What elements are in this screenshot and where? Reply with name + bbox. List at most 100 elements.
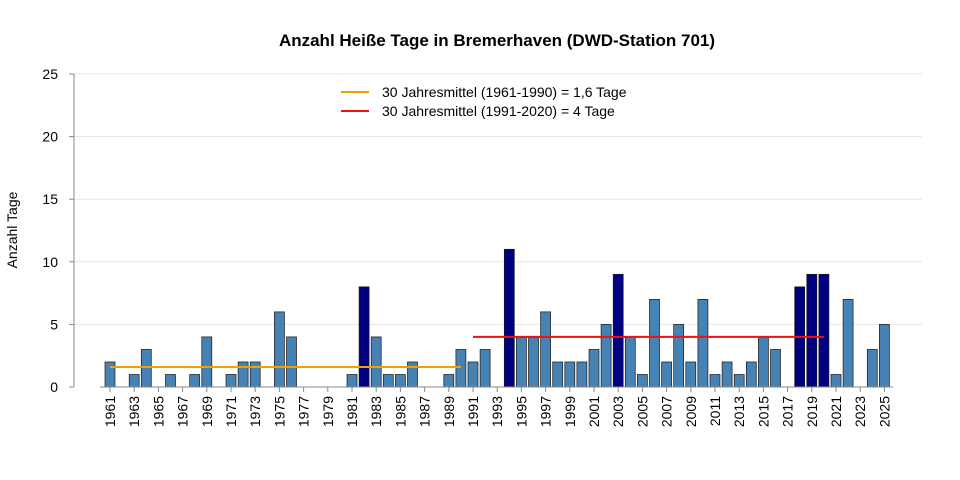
x-tick-label: 2001: [586, 396, 602, 427]
axes: [73, 74, 893, 388]
x-tick-label: 2005: [634, 396, 650, 427]
bar-2022: [842, 299, 854, 388]
x-tick-label: 1999: [562, 396, 578, 427]
bar-1961: [104, 361, 116, 388]
bar-2004: [624, 336, 636, 388]
x-tick-label: 1991: [465, 396, 481, 427]
x-tick-label: 1977: [296, 396, 312, 427]
bar-2024: [866, 349, 878, 388]
bars: [104, 248, 890, 388]
x-ticks: 1961 1963 1965 1967 1969 1971 1973 1975 1977 1979…: [102, 387, 892, 427]
bar-1981: [346, 374, 358, 388]
bar-1975: [274, 311, 285, 388]
bar-1995: [516, 336, 527, 388]
bar-2003: [612, 273, 624, 388]
bar-1976: [286, 336, 297, 388]
reference-lines: [110, 335, 824, 368]
x-tick-label: 1993: [489, 396, 505, 427]
x-tick-label: 2015: [755, 396, 771, 427]
bar-1968: [189, 374, 201, 388]
bar-2015: [758, 336, 769, 388]
bar-2019: [806, 273, 818, 388]
bar-2008: [673, 324, 685, 388]
legend: 30 Jahresmittel (1961-1990) = 1,6 Tage 3…: [341, 84, 627, 119]
x-tick-label: 2013: [731, 396, 747, 427]
x-tick-label: 2023: [852, 396, 868, 427]
x-tick-label: 1973: [247, 396, 263, 427]
x-tick-label: 2011: [707, 396, 723, 426]
x-tick-label: 1979: [320, 396, 336, 427]
bar-1963: [128, 374, 140, 388]
bar-1971: [225, 374, 237, 388]
bar-1996: [528, 336, 539, 388]
y-tick-label: 15: [42, 191, 58, 207]
bar-1998: [552, 361, 564, 388]
legend-label-mean-1961-1990: 30 Jahresmittel (1961-1990) = 1,6 Tage: [382, 84, 627, 100]
y-tick-label: 25: [42, 66, 58, 82]
x-tick-label: 1997: [538, 396, 554, 427]
chart-title: Anzahl Heiße Tage in Bremerhaven (DWD-St…: [279, 31, 715, 50]
bar-1985: [395, 374, 406, 388]
bar-1991: [467, 361, 479, 388]
bar-2002: [600, 324, 612, 388]
bar-2016: [770, 349, 781, 388]
legend-label-mean-1991-2020: 30 Jahresmittel (1991-2020) = 4 Tage: [382, 103, 615, 119]
bar-2009: [685, 361, 697, 388]
bar-2011: [709, 374, 721, 388]
bar-2020: [818, 273, 830, 388]
y-ticks: 0 5 10 15 20 25: [42, 66, 74, 395]
y-tick-label: 20: [42, 129, 58, 145]
bar-1983: [370, 336, 382, 388]
x-tick-label: 1965: [150, 396, 166, 427]
bar-2006: [649, 299, 660, 388]
bar-2010: [697, 299, 709, 388]
x-tick-label: 2007: [659, 396, 675, 427]
y-tick-label: 10: [42, 254, 58, 270]
bar-1964: [140, 349, 152, 388]
bar-1973: [249, 361, 261, 388]
x-tick-label: 1969: [199, 396, 215, 427]
x-tick-label: 1995: [513, 396, 529, 427]
x-tick-label: 1967: [175, 396, 191, 427]
x-tick-label: 1961: [102, 396, 118, 427]
bar-2014: [745, 361, 757, 388]
x-tick-label: 1987: [417, 396, 433, 427]
y-tick-label: 5: [50, 316, 58, 332]
x-tick-label: 2009: [683, 396, 699, 427]
x-tick-label: 1963: [126, 396, 142, 427]
y-axis-label: Anzahl Tage: [4, 191, 20, 268]
gridlines: [74, 73, 922, 325]
bar-1989: [443, 374, 455, 388]
bar-2005: [637, 374, 648, 388]
x-tick-label: 2025: [876, 396, 892, 427]
bar-1982: [358, 286, 370, 388]
bar-2000: [576, 361, 588, 388]
x-tick-label: 2021: [828, 396, 844, 427]
bar-1969: [201, 336, 213, 388]
bar-2001: [588, 349, 600, 388]
x-tick-label: 2019: [804, 396, 820, 427]
bar-1992: [479, 349, 491, 388]
x-tick-label: 1989: [441, 396, 457, 427]
x-tick-label: 1983: [368, 396, 384, 427]
bar-1966: [165, 374, 176, 388]
bar-1999: [564, 361, 576, 388]
x-tick-label: 1971: [223, 396, 239, 427]
bar-1972: [237, 361, 249, 388]
bar-2007: [661, 361, 672, 388]
bar-1984: [382, 374, 394, 388]
x-tick-label: 2017: [780, 396, 796, 427]
bar-2021: [830, 374, 842, 388]
bar-1990: [455, 349, 467, 388]
bar-1986: [407, 361, 418, 388]
bar-2025: [879, 324, 890, 388]
bar-2013: [733, 374, 745, 388]
x-tick-label: 1981: [344, 396, 360, 427]
x-tick-label: 1985: [392, 396, 408, 427]
x-tick-label: 1975: [271, 396, 287, 427]
x-tick-label: 2003: [610, 396, 626, 427]
bar-2012: [721, 361, 733, 388]
y-tick-label: 0: [50, 379, 58, 395]
bar-1994: [503, 248, 515, 388]
